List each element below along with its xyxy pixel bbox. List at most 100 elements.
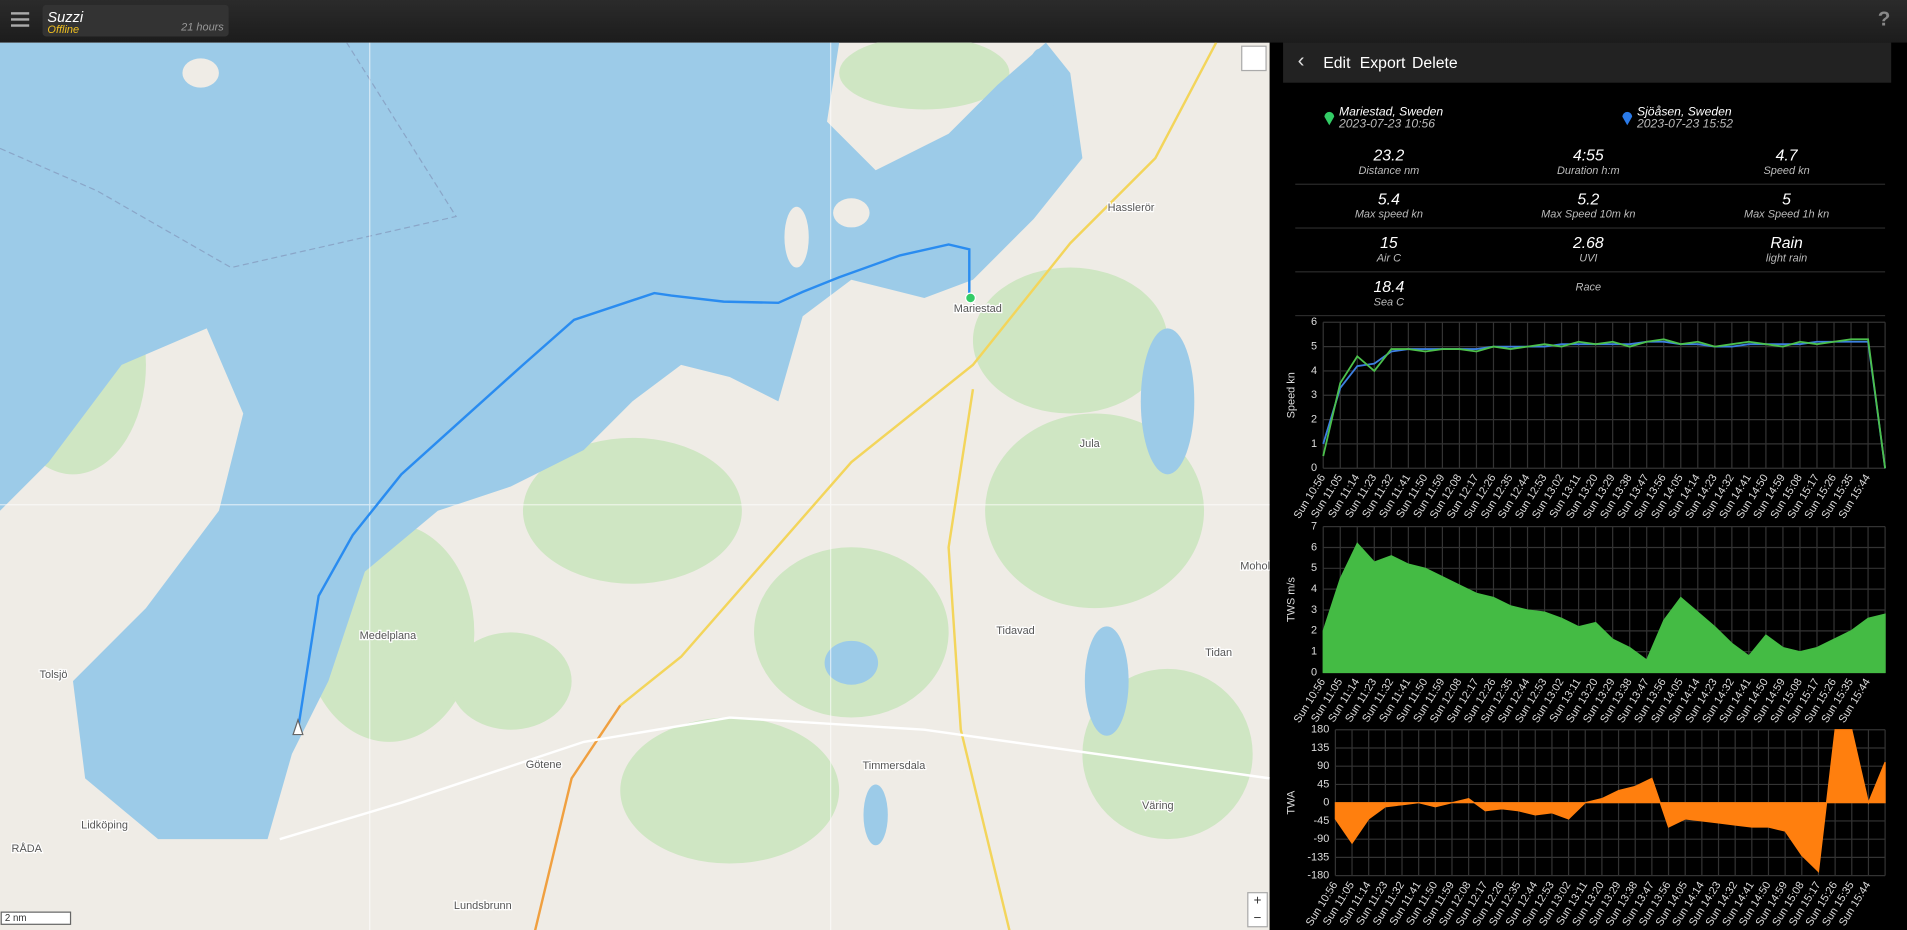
- y-tick-label: -90: [1313, 833, 1329, 845]
- y-tick-label: -180: [1307, 870, 1329, 882]
- delete-button[interactable]: Delete: [1411, 53, 1458, 72]
- y-tick-label: 5: [1311, 562, 1317, 574]
- stat-value: Rain: [1770, 233, 1803, 252]
- end-pin: [1622, 111, 1633, 126]
- separator: [1295, 227, 1886, 229]
- series-line: [1322, 338, 1886, 469]
- stat-value: 23.2: [1373, 145, 1405, 165]
- series-area: [1334, 729, 1886, 873]
- y-tick-label: 180: [1311, 724, 1329, 736]
- place-label: Väring: [1142, 800, 1174, 812]
- place-label: Mariestad: [954, 303, 1002, 315]
- stat: 5.2 Max Speed 10m kn: [1491, 189, 1686, 221]
- stat: 2.68 UVI: [1491, 234, 1686, 265]
- boat-age: 21 hours: [181, 20, 224, 33]
- stat: 5.4 Max speed kn: [1292, 189, 1487, 221]
- place-label: Tidavad: [996, 625, 1035, 637]
- stat-label: Air C: [1376, 251, 1402, 264]
- place-label: Tolsjö: [40, 669, 68, 681]
- stat-value: 15: [1380, 233, 1398, 252]
- stat-label: Sea C: [1373, 295, 1405, 308]
- y-tick-label: 2: [1311, 413, 1317, 425]
- y-tick-label: 6: [1311, 316, 1317, 328]
- y-tick-label: 0: [1311, 666, 1317, 678]
- stat-label: Max Speed 10m kn: [1541, 207, 1636, 221]
- zoom-control[interactable]: [1247, 892, 1268, 928]
- y-tick-label: 0: [1311, 462, 1317, 474]
- y-tick-label: 1: [1311, 646, 1317, 658]
- stat-value: 4:55: [1572, 145, 1604, 165]
- y-axis-label: Speed kn: [1285, 372, 1297, 418]
- place-label: Lidköping: [81, 820, 128, 832]
- layers-button[interactable]: [1241, 45, 1267, 72]
- trip-tag: Race: [1575, 280, 1602, 294]
- y-tick-label: -135: [1307, 851, 1329, 863]
- y-tick-label: 90: [1317, 760, 1329, 772]
- stat: 23.2 Distance nm: [1292, 147, 1487, 177]
- place-label: Götene: [526, 759, 562, 771]
- y-tick-label: 4: [1311, 583, 1317, 595]
- export-button[interactable]: Export: [1359, 53, 1406, 72]
- start-time: 2023-07-23 10:56: [1339, 117, 1436, 132]
- zoom-in[interactable]: +: [1254, 893, 1262, 908]
- map[interactable]: Mariestad Hasslerör Jula Medelplana Tida…: [0, 42, 1270, 930]
- stat-label: Max speed kn: [1354, 207, 1423, 221]
- boat-status: Offline: [47, 23, 80, 36]
- y-tick-label: 7: [1311, 521, 1317, 533]
- stat-value: 18.4: [1373, 277, 1405, 296]
- y-tick-label: 1: [1311, 438, 1317, 450]
- y-tick-label: 45: [1317, 778, 1329, 790]
- start-pin: [1324, 111, 1335, 126]
- stat: 5 Max Speed 1h kn: [1689, 189, 1884, 221]
- stat-label: Distance nm: [1358, 164, 1420, 177]
- stat: 15 Air C: [1292, 233, 1487, 265]
- place-label: Jula: [1080, 438, 1101, 450]
- end-time: 2023-07-23 15:52: [1636, 117, 1734, 132]
- y-tick-label: 2: [1311, 625, 1317, 637]
- stat-label: Duration h:m: [1557, 164, 1620, 177]
- stat-value: 5: [1782, 189, 1791, 208]
- stat: Rain light rain: [1689, 233, 1884, 265]
- stat-label: Speed kn: [1763, 164, 1810, 177]
- stat-label: UVI: [1579, 251, 1598, 264]
- stat: 4:55 Duration h:m: [1491, 147, 1686, 177]
- separator: [1295, 183, 1886, 185]
- help-button[interactable]: ?: [1877, 7, 1891, 31]
- place-label: Medelplana: [360, 630, 417, 642]
- start-place: Mariestad, Sweden: [1339, 105, 1444, 120]
- boat-card[interactable]: Suzzi Offline 21 hours: [42, 4, 229, 37]
- stat-label: Max Speed 1h kn: [1743, 207, 1830, 221]
- place-label: Hasslerör: [1108, 202, 1155, 214]
- y-tick-label: 6: [1311, 541, 1317, 553]
- boat-name: Suzzi: [47, 8, 84, 26]
- series-area: [1322, 542, 1886, 674]
- edit-button[interactable]: Edit: [1323, 53, 1351, 72]
- y-axis-label: TWA: [1285, 790, 1297, 815]
- toolbar: ‹ Edit Export Delete: [1283, 42, 1892, 83]
- place-label: Tidan: [1205, 647, 1232, 659]
- y-tick-label: -45: [1313, 815, 1329, 827]
- y-tick-label: 5: [1311, 341, 1317, 353]
- back-button[interactable]: ‹: [1297, 48, 1305, 72]
- stat-label: light rain: [1765, 251, 1808, 264]
- y-tick-label: 135: [1311, 742, 1329, 754]
- place-label: Timmersdala: [862, 760, 926, 772]
- stat-value: 4.7: [1775, 145, 1798, 165]
- y-tick-label: 3: [1311, 389, 1317, 401]
- zoom-out[interactable]: −: [1254, 910, 1262, 925]
- series-line: [1322, 340, 1886, 469]
- separator: [1295, 271, 1886, 273]
- scale-label: 2 nm: [5, 913, 27, 924]
- y-tick-label: 0: [1323, 797, 1329, 809]
- separator: [1295, 314, 1886, 317]
- stat-value: 5.4: [1377, 189, 1400, 208]
- stat: 18.4 Sea C: [1292, 277, 1487, 309]
- stat: 4.7 Speed kn: [1689, 147, 1884, 177]
- place-label: RÅDA: [12, 842, 43, 855]
- y-tick-label: 3: [1311, 604, 1317, 616]
- stat-value: 5.2: [1577, 189, 1600, 208]
- menu-button[interactable]: [10, 11, 30, 28]
- y-axis-label: TWS m/s: [1285, 577, 1297, 622]
